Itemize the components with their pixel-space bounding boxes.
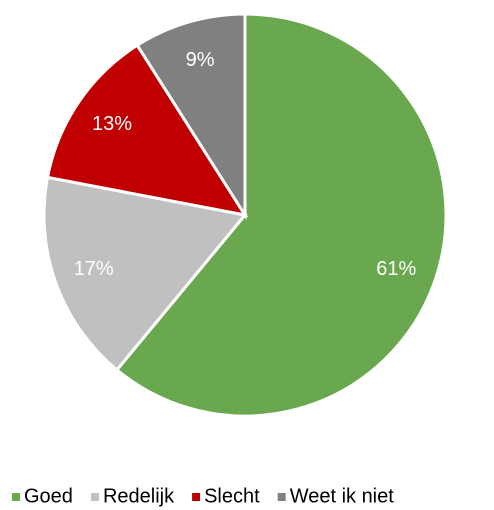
pie-slice: [135, 12, 247, 221]
legend-marker: [192, 493, 201, 501]
legend-marker: [90, 493, 99, 501]
legend-marker: [277, 493, 286, 501]
legend-label: Goed: [24, 485, 73, 507]
legend-label: Weet ik niet: [290, 485, 395, 507]
legend-label: Redelijk: [103, 485, 175, 507]
pie-slice: [114, 12, 448, 418]
slice-label: 17%: [74, 258, 114, 280]
legend-marker: [12, 493, 20, 501]
slice-label: 13%: [92, 113, 132, 135]
legend-label: Slecht: [204, 485, 260, 507]
slice-label: 9%: [186, 49, 215, 71]
pie-slice: [45, 43, 249, 218]
slice-label: 61%: [376, 258, 416, 280]
pie-slice: [42, 175, 248, 372]
